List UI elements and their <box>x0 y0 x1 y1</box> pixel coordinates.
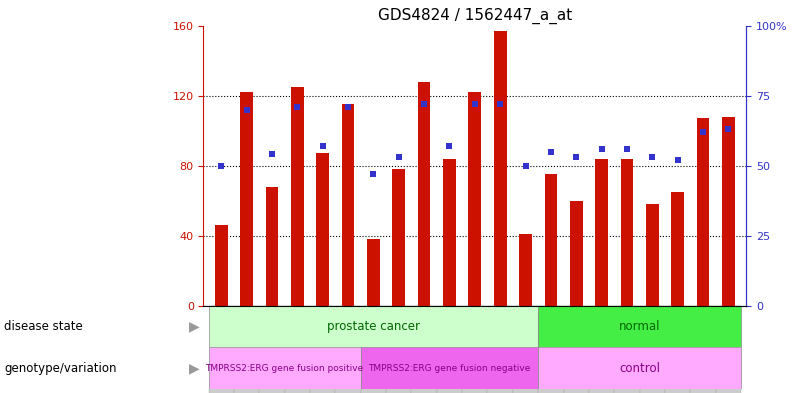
Bar <box>488 306 513 393</box>
Point <box>417 101 430 107</box>
Bar <box>208 306 234 393</box>
Point <box>722 126 735 132</box>
Point <box>519 163 532 169</box>
Bar <box>437 306 462 393</box>
Bar <box>412 306 437 393</box>
Bar <box>443 159 456 306</box>
Point <box>215 163 227 169</box>
Bar <box>671 192 684 306</box>
Bar <box>240 92 253 306</box>
Bar <box>640 306 665 393</box>
Bar <box>621 159 634 306</box>
Point <box>316 143 329 149</box>
Point <box>393 154 405 160</box>
Bar <box>563 306 589 393</box>
Bar <box>386 306 412 393</box>
Bar <box>316 153 329 306</box>
Bar <box>519 234 531 306</box>
Point <box>621 146 634 152</box>
Bar <box>595 159 608 306</box>
Point <box>342 104 354 110</box>
Bar <box>665 306 690 393</box>
Point <box>443 143 456 149</box>
Bar <box>361 347 538 389</box>
Point <box>291 104 304 110</box>
Point <box>595 146 608 152</box>
Point <box>646 154 658 160</box>
Text: genotype/variation: genotype/variation <box>4 362 117 375</box>
Text: ▶: ▶ <box>189 320 200 334</box>
Bar <box>215 225 227 306</box>
Text: prostate cancer: prostate cancer <box>327 320 420 333</box>
Text: TMPRSS2:ERG gene fusion negative: TMPRSS2:ERG gene fusion negative <box>368 364 531 373</box>
Text: normal: normal <box>619 320 661 333</box>
Bar <box>690 306 716 393</box>
Point <box>367 171 380 177</box>
Bar <box>697 118 709 306</box>
Bar <box>208 347 361 389</box>
Bar <box>462 306 488 393</box>
Bar <box>259 306 285 393</box>
Bar <box>361 306 386 393</box>
Bar <box>291 87 304 306</box>
Bar <box>342 105 354 306</box>
Bar <box>468 92 481 306</box>
Title: GDS4824 / 1562447_a_at: GDS4824 / 1562447_a_at <box>377 8 572 24</box>
Text: TMPRSS2:ERG gene fusion positive: TMPRSS2:ERG gene fusion positive <box>206 364 364 373</box>
Bar <box>544 174 557 306</box>
Bar <box>614 306 640 393</box>
Bar <box>538 347 741 389</box>
Bar <box>722 117 735 306</box>
Bar <box>234 306 259 393</box>
Bar <box>208 306 538 347</box>
Point <box>570 154 583 160</box>
Point <box>671 157 684 163</box>
Point <box>544 149 557 155</box>
Text: disease state: disease state <box>4 320 83 333</box>
Point <box>266 151 279 158</box>
Text: control: control <box>619 362 660 375</box>
Bar <box>513 306 538 393</box>
Bar <box>335 306 361 393</box>
Bar <box>716 306 741 393</box>
Point <box>468 101 481 107</box>
Point <box>697 129 709 135</box>
Bar <box>310 306 335 393</box>
Point <box>240 107 253 113</box>
Bar <box>494 31 507 306</box>
Bar <box>538 306 563 393</box>
Bar <box>570 201 583 306</box>
Bar <box>367 239 380 306</box>
Bar <box>589 306 614 393</box>
Text: ▶: ▶ <box>189 361 200 375</box>
Bar <box>266 187 279 306</box>
Point <box>494 101 507 107</box>
Bar <box>538 306 741 347</box>
Bar <box>393 169 405 306</box>
Bar <box>646 204 658 306</box>
Bar <box>285 306 310 393</box>
Bar <box>418 82 430 306</box>
